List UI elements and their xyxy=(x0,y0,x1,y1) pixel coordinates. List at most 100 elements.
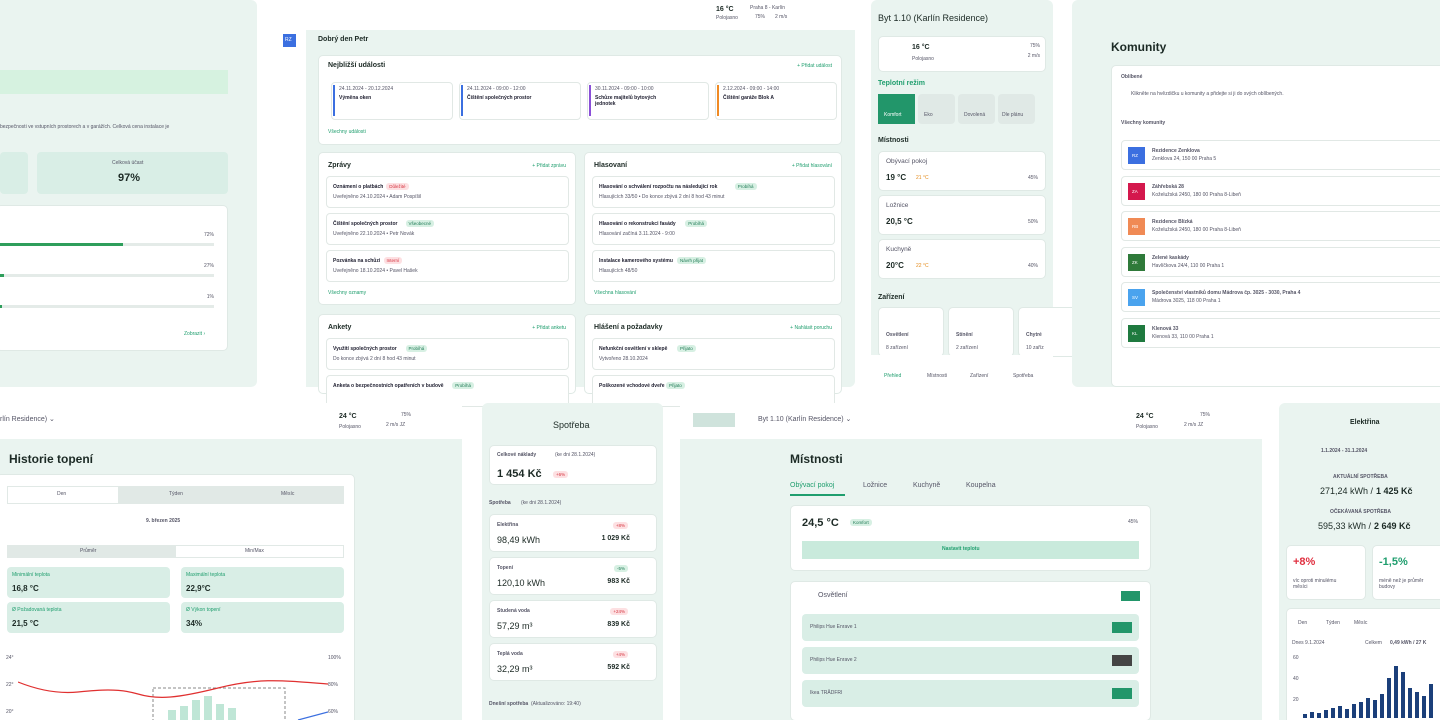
tab[interactable]: Den xyxy=(57,491,67,497)
link[interactable]: Všechny oznamy xyxy=(328,290,367,296)
tab[interactable]: Ložnice xyxy=(863,482,888,489)
avatar: RZ xyxy=(285,37,292,43)
list-item[interactable] xyxy=(592,213,835,245)
bar xyxy=(1401,672,1405,718)
wind: 2 m/s xyxy=(1027,53,1040,59)
room-card[interactable] xyxy=(878,195,1046,235)
community-row[interactable] xyxy=(1121,140,1440,170)
toggle[interactable] xyxy=(1121,591,1140,601)
toggle[interactable] xyxy=(1112,622,1132,633)
mode-button[interactable] xyxy=(918,94,955,124)
card xyxy=(1286,545,1366,600)
light-row[interactable] xyxy=(802,614,1139,641)
chart-lines xyxy=(18,680,328,720)
utility-card[interactable] xyxy=(489,557,657,595)
tab[interactable]: Měsíc xyxy=(1354,620,1368,626)
mode-button[interactable] xyxy=(878,94,915,124)
bar xyxy=(1429,684,1433,718)
community-address: Mádrova 3025, 118 00 Praha 1 xyxy=(1152,298,1221,304)
nav-item[interactable]: Spotřeba xyxy=(1013,373,1034,379)
tab[interactable]: Koupelna xyxy=(966,482,996,489)
tab[interactable]: Měsíc xyxy=(281,491,295,497)
community-row[interactable] xyxy=(1121,317,1440,348)
tab[interactable]: Kuchyně xyxy=(913,482,941,489)
utility-card[interactable] xyxy=(489,514,657,552)
progress-fill xyxy=(0,274,4,277)
section-title: Osvětlení xyxy=(818,592,848,599)
community-row[interactable] xyxy=(1121,211,1440,241)
weather-cond: Polojasno xyxy=(716,15,738,21)
building-select: Byt 1.10 (Karlín Residence) ⌄ xyxy=(758,416,852,423)
mode-button[interactable] xyxy=(958,94,995,124)
list-item[interactable] xyxy=(592,338,835,370)
weather-temp: 24 °C xyxy=(339,413,357,420)
room-card[interactable] xyxy=(878,151,1046,191)
card xyxy=(1372,545,1440,600)
list-item[interactable] xyxy=(326,250,569,282)
change: +8% xyxy=(1293,556,1316,568)
section-title: Nejbližší události xyxy=(328,62,386,69)
device-card[interactable] xyxy=(948,307,1014,357)
community-row[interactable] xyxy=(1121,246,1440,277)
event-card[interactable] xyxy=(715,82,837,120)
event-card[interactable] xyxy=(331,82,453,120)
stat-label: Ø Požadovaná teplota xyxy=(12,607,62,613)
tab[interactable]: Den xyxy=(1298,620,1308,626)
item-meta: Hlasujících 48/50 xyxy=(599,268,638,274)
tag: Interní xyxy=(383,257,403,265)
light-row[interactable] xyxy=(802,680,1139,707)
list-item[interactable] xyxy=(326,338,569,370)
room-name: Obývací pokoj xyxy=(886,158,928,165)
nav-item[interactable]: Místnosti xyxy=(927,373,948,379)
tab[interactable]: Průměr xyxy=(80,548,97,554)
utility-card[interactable] xyxy=(489,600,657,638)
toggle[interactable] xyxy=(1112,688,1132,699)
tab[interactable]: Obývací pokoj xyxy=(790,482,835,489)
device-card[interactable] xyxy=(878,307,944,357)
tag: Přijato xyxy=(677,345,696,353)
nav-item[interactable]: Zařízení xyxy=(970,373,989,379)
event-card[interactable] xyxy=(459,82,581,120)
tab[interactable]: Týden xyxy=(1326,620,1340,626)
tab[interactable]: Min/Max xyxy=(245,548,264,554)
button[interactable] xyxy=(802,541,1139,559)
utility-name: Elektřina xyxy=(497,522,519,528)
bar xyxy=(1310,712,1314,718)
tab[interactable]: Týden xyxy=(169,491,183,497)
community-name: Zelené kaskády xyxy=(1152,254,1189,261)
item-title: Využití společných prostor xyxy=(333,346,397,352)
humidity: 40% xyxy=(1027,263,1038,269)
nav-item[interactable]: Přehled xyxy=(884,373,902,379)
list-item[interactable] xyxy=(326,375,569,407)
wind: 2 m/s JZ xyxy=(386,422,406,428)
light-row[interactable] xyxy=(802,647,1139,674)
list-item[interactable] xyxy=(326,213,569,245)
list-item[interactable] xyxy=(592,176,835,208)
toggle[interactable] xyxy=(1112,655,1132,666)
mode-button[interactable] xyxy=(998,94,1035,124)
tab-active xyxy=(8,487,118,503)
utility-name: Teplá voda xyxy=(497,651,523,657)
community-row[interactable] xyxy=(1121,282,1440,312)
axis-label: 20° xyxy=(6,709,14,715)
event-card[interactable] xyxy=(587,82,709,120)
community-row[interactable] xyxy=(1121,175,1440,206)
link[interactable]: Zobrazit › xyxy=(184,331,206,337)
avatar xyxy=(283,34,296,47)
list-item[interactable] xyxy=(592,250,835,282)
link[interactable]: Všechna hlasování xyxy=(594,290,637,296)
device-count: 2 zařízení xyxy=(956,345,978,351)
badge-text: SV xyxy=(1132,295,1139,300)
event-bar xyxy=(333,85,335,116)
price: 1 029 Kč xyxy=(601,535,630,542)
item-title: Čištění společných prostor xyxy=(333,221,398,227)
tab-underline xyxy=(790,494,845,496)
list-item[interactable] xyxy=(326,176,569,208)
section-title: Zprávy xyxy=(328,162,351,169)
card[interactable] xyxy=(489,445,657,485)
room-card[interactable] xyxy=(878,239,1046,279)
device-name: Osvětlení xyxy=(886,332,909,338)
utility-card[interactable] xyxy=(489,643,657,681)
link[interactable]: Všechny události xyxy=(328,129,366,135)
humidity: 75% xyxy=(1029,43,1040,49)
